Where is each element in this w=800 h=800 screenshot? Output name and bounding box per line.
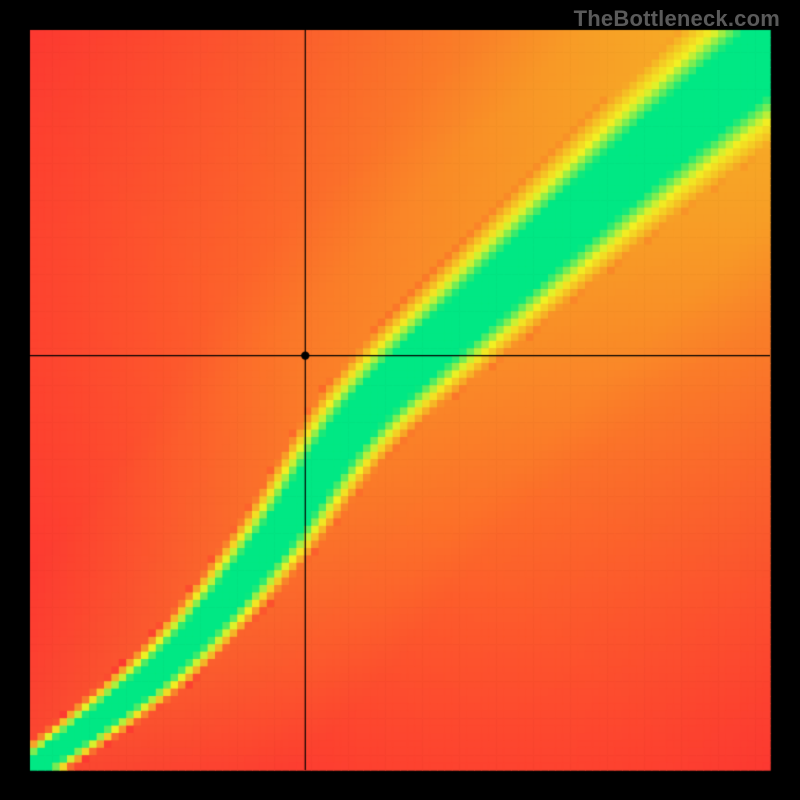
watermark-text: TheBottleneck.com	[574, 6, 780, 32]
bottleneck-heatmap	[0, 0, 800, 800]
